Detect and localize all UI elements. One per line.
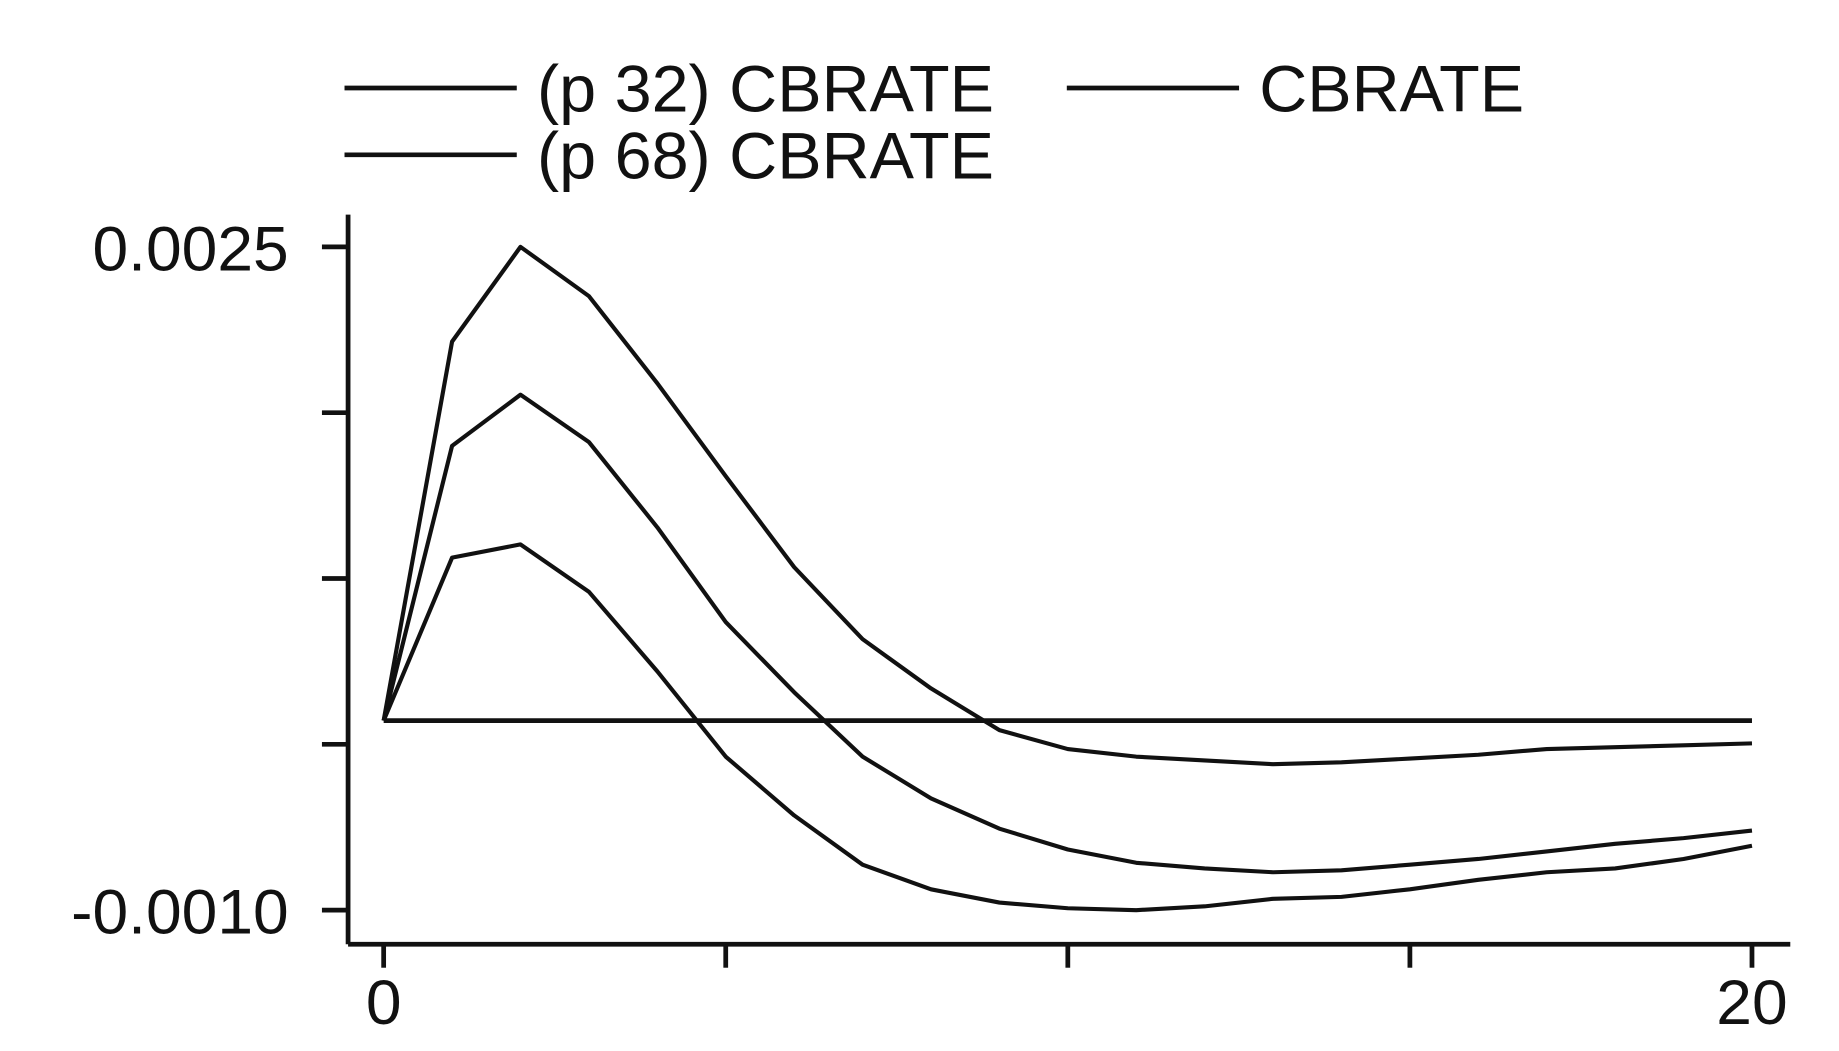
x-tick-label: 0 [366,966,402,1038]
y-tick-label: 0.0025 [92,213,288,285]
series-line [381,392,1753,875]
y-tick-label: -0.0010 [71,876,289,948]
legend-label: (p 32) CBRATE [537,53,994,127]
x-tick-label: 20 [1716,966,1787,1038]
legend-label: (p 68) CBRATE [537,120,994,194]
legend-label: CBRATE [1259,53,1524,127]
series-line [381,542,1753,913]
series-line [381,244,1753,767]
